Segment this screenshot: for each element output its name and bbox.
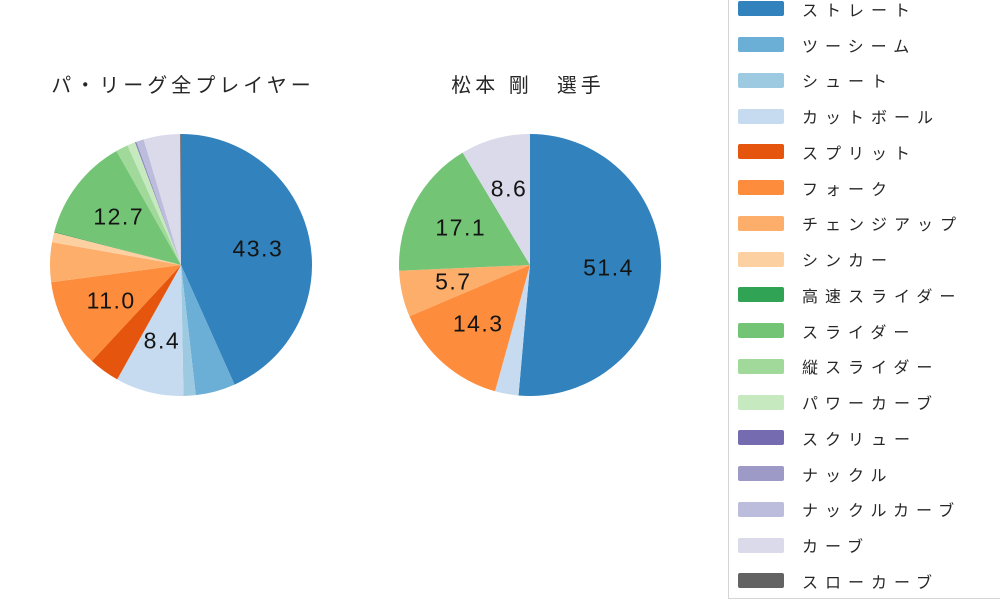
legend-label: 縦スライダー <box>802 360 940 378</box>
legend-swatch <box>738 144 784 160</box>
legend-swatch <box>738 72 784 88</box>
pie-slice <box>181 265 196 396</box>
pct-label: 51.4 <box>583 254 634 281</box>
legend-label: パワーカーブ <box>802 396 940 414</box>
legend-item: フォーク <box>738 170 1000 206</box>
legend-swatch <box>738 180 784 196</box>
pie-slice <box>181 134 312 385</box>
pie-slice <box>117 265 184 396</box>
legend-item: ナックルカーブ <box>738 492 1000 528</box>
pie-slice <box>136 139 181 265</box>
legend-item: スクリュー <box>738 420 1000 456</box>
legend-item: カットボール <box>738 98 1000 134</box>
legend-swatch <box>738 573 784 589</box>
pie-slice <box>180 134 181 265</box>
legend-label: カットボール <box>802 110 941 128</box>
legend-label: シュート <box>802 74 895 92</box>
legend-label: フォーク <box>802 181 895 199</box>
legend-item: スライダー <box>738 313 1000 349</box>
legend-item: カーブ <box>738 527 1000 563</box>
pie-slice <box>54 151 181 265</box>
legend-swatch <box>738 287 784 303</box>
pie-slice <box>399 265 530 317</box>
legend-swatch <box>738 1 784 17</box>
legend-swatch <box>738 394 784 410</box>
legend-swatch <box>738 466 784 482</box>
legend-item: ストレート <box>738 0 1000 27</box>
legend-item: チェンジアップ <box>738 206 1000 242</box>
pie-slice <box>181 265 235 396</box>
legend-label: シンカー <box>802 253 895 271</box>
legend-items: ストレートツーシームシュートカットボール スプリットフォークチェンジアップ シンカー… <box>738 0 1000 598</box>
legend-item: スプリット <box>738 134 1000 170</box>
pie-slice <box>135 141 181 265</box>
legend-item: シンカー <box>738 241 1000 277</box>
pie-slice <box>462 134 530 265</box>
pie-slice <box>135 142 181 265</box>
legend-swatch <box>738 358 784 374</box>
legend-swatch <box>738 215 784 231</box>
pct-label: 8.6 <box>490 175 528 202</box>
legend-swatch <box>738 501 784 517</box>
pie-chart-player <box>399 134 661 396</box>
pie-slice <box>91 265 181 380</box>
legend-item: ナックル <box>738 456 1000 492</box>
legend-label: ナックル <box>802 467 894 485</box>
legend-swatch <box>738 108 784 124</box>
pie-slice <box>143 134 181 265</box>
pie-slice <box>127 142 181 265</box>
legend-item: ツーシーム <box>738 27 1000 63</box>
pie-slice <box>51 265 181 362</box>
legend-label: 高速スライダー <box>802 288 963 306</box>
pie-slice <box>50 242 181 283</box>
legend-label: スクリュー <box>802 431 918 449</box>
pct-label: 14.3 <box>452 310 504 337</box>
legend-label: カーブ <box>802 539 871 557</box>
chart-title-player: 松本 剛 選手 <box>451 75 605 97</box>
pct-label: 17.1 <box>435 214 487 241</box>
legend-label: ストレート <box>802 2 918 20</box>
pct-label: 12.7 <box>93 203 145 230</box>
pct-label: 11.0 <box>86 287 136 314</box>
legend-label: ナックルカーブ <box>802 503 962 521</box>
pie-chart-league <box>50 134 312 396</box>
pct-label: 8.4 <box>143 327 181 354</box>
legend-item: スローカーブ <box>738 563 1000 598</box>
legend-swatch <box>738 537 784 553</box>
legend-item: シュート <box>738 63 1000 99</box>
pie-slice <box>54 231 181 265</box>
pie-slice <box>399 152 530 271</box>
legend-swatch <box>738 430 784 446</box>
pie-slice <box>518 134 661 396</box>
legend-label: スプリット <box>802 145 918 163</box>
legend-label: スローカーブ <box>802 574 940 592</box>
pie-slice <box>495 265 530 396</box>
legend-item: 縦スライダー <box>738 349 1000 385</box>
pct-label: 43.3 <box>232 235 284 262</box>
legend-item: パワーカーブ <box>738 384 1000 420</box>
pie-slice <box>52 232 181 265</box>
legend-swatch <box>738 251 784 267</box>
legend-item: 高速スライダー <box>738 277 1000 313</box>
pie-slice <box>116 145 181 265</box>
pie-slice <box>409 265 530 392</box>
legend-label: ツーシーム <box>802 38 917 56</box>
legend-label: スライダー <box>802 324 917 342</box>
chart-title-league: パ・リーグ全プレイヤー <box>51 75 315 97</box>
pct-label: 5.7 <box>435 268 472 295</box>
legend-swatch <box>738 37 784 53</box>
legend-label: チェンジアップ <box>802 217 964 235</box>
legend-swatch <box>738 323 784 339</box>
legend: ストレートツーシームシュートカットボール スプリットフォークチェンジアップ シンカー… <box>728 0 1000 599</box>
